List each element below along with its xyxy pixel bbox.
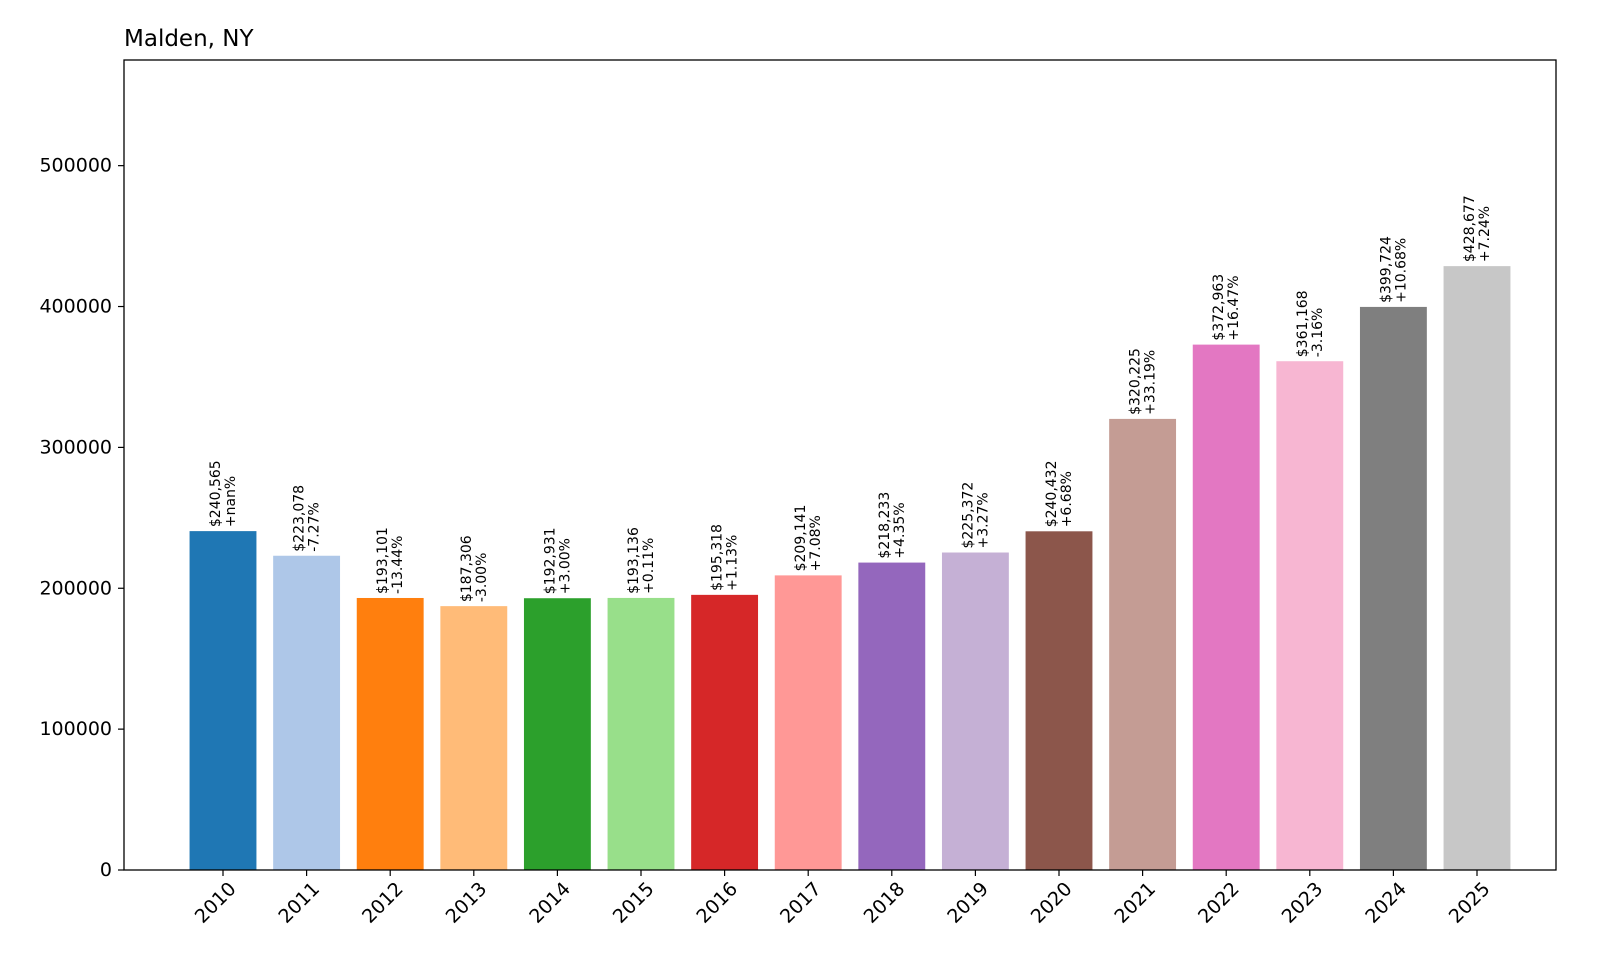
bar-label-group-2019: $225,372 +3.27% xyxy=(960,482,991,549)
change-label-2017: +7.08% xyxy=(808,515,824,571)
bar-2016 xyxy=(691,594,759,870)
bar-label-group-2024: $399,724 +10.68% xyxy=(1378,236,1409,303)
change-label-2024: +10.68% xyxy=(1393,238,1409,303)
y-tick-label-200000: 200000 xyxy=(39,577,112,599)
x-tick-label-2014: 2014 xyxy=(525,878,575,928)
bar-label-group-2017: $209,141 +7.08% xyxy=(793,505,824,572)
bar-label-group-2015: $193,136 +0.11% xyxy=(626,527,657,594)
value-label-2012: $193,101 xyxy=(375,527,391,594)
bar-label-group-2010: $240,565 +nan% xyxy=(208,460,239,527)
bar-2024 xyxy=(1359,306,1427,870)
x-tick-label-2023: 2023 xyxy=(1278,878,1328,928)
plot-frame xyxy=(123,59,1557,871)
change-label-2018: +4.35% xyxy=(892,502,908,558)
x-axis: 2010 2011 2012 2013 2014 2015 2016 2017 2018 2019… xyxy=(191,870,1495,928)
bar-label-group-2014: $192,931 +3.00% xyxy=(542,527,573,594)
value-label-2023: $361,168 xyxy=(1295,290,1311,357)
y-tick-label-0: 0 xyxy=(100,859,112,881)
change-label-2020: +6.68% xyxy=(1059,471,1075,527)
bars-layer xyxy=(189,266,1511,870)
bar-label-group-2013: $187,306 -3.00% xyxy=(459,535,490,602)
bar-2011 xyxy=(273,555,341,870)
x-tick-label-2020: 2020 xyxy=(1027,878,1077,928)
value-label-2020: $240,432 xyxy=(1044,460,1060,527)
bar-2019 xyxy=(941,552,1009,870)
value-label-2018: $218,233 xyxy=(877,492,893,559)
y-tick-label-100000: 100000 xyxy=(39,718,112,740)
bar-label-group-2011: $223,078 -7.27% xyxy=(292,485,323,552)
change-label-2013: -3.00% xyxy=(474,553,490,603)
x-tick-label-2015: 2015 xyxy=(609,878,659,928)
x-tick-label-2011: 2011 xyxy=(274,878,324,928)
bar-labels-layer: $240,565 +nan% $223,078 -7.27% $193,101 -13.4… xyxy=(208,195,1493,602)
value-label-2015: $193,136 xyxy=(626,527,642,594)
value-label-2017: $209,141 xyxy=(793,505,809,572)
change-label-2025: +7.24% xyxy=(1477,206,1493,262)
bar-label-group-2016: $195,318 +1.13% xyxy=(710,524,741,591)
change-label-2015: +0.11% xyxy=(641,538,657,594)
chart-title: Malden, NY xyxy=(124,26,254,52)
bar-label-group-2021: $320,225 +33.19% xyxy=(1128,348,1159,415)
bar-label-group-2022: $372,963 +16.47% xyxy=(1211,274,1242,341)
change-label-2011: -7.27% xyxy=(307,502,323,552)
bar-2013 xyxy=(440,606,508,870)
y-tick-label-500000: 500000 xyxy=(39,155,112,177)
bar-2012 xyxy=(356,597,424,870)
bar-2014 xyxy=(523,598,591,870)
y-axis: 0 100000 200000 300000 400000 500000 xyxy=(39,155,124,881)
bar-2015 xyxy=(607,597,675,870)
change-label-2016: +1.13% xyxy=(725,535,741,591)
value-label-2025: $428,677 xyxy=(1462,195,1478,262)
bar-2021 xyxy=(1109,418,1177,870)
x-tick-label-2019: 2019 xyxy=(943,878,993,928)
x-tick-label-2012: 2012 xyxy=(358,878,408,928)
change-label-2019: +3.27% xyxy=(975,492,991,548)
bar-label-group-2023: $361,168 -3.16% xyxy=(1295,290,1326,357)
x-tick-label-2018: 2018 xyxy=(860,878,910,928)
change-label-2012: -13.44% xyxy=(390,536,406,594)
bar-2020 xyxy=(1025,531,1093,870)
bar-label-group-2025: $428,677 +7.24% xyxy=(1462,195,1493,262)
value-label-2019: $225,372 xyxy=(960,482,976,549)
bar-label-group-2020: $240,432 +6.68% xyxy=(1044,460,1075,527)
x-tick-label-2021: 2021 xyxy=(1110,878,1160,928)
x-tick-label-2022: 2022 xyxy=(1194,878,1244,928)
change-label-2022: +16.47% xyxy=(1226,275,1242,340)
x-tick-label-2010: 2010 xyxy=(191,878,241,928)
bar-2025 xyxy=(1443,266,1511,870)
change-label-2010: +nan% xyxy=(223,476,239,527)
y-tick-label-300000: 300000 xyxy=(39,436,112,458)
y-tick-label-400000: 400000 xyxy=(39,296,112,318)
value-label-2021: $320,225 xyxy=(1128,348,1144,415)
value-label-2013: $187,306 xyxy=(459,535,475,602)
value-label-2024: $399,724 xyxy=(1378,236,1394,303)
bar-label-group-2012: $193,101 -13.44% xyxy=(375,527,406,594)
bar-2023 xyxy=(1276,361,1344,870)
x-tick-label-2024: 2024 xyxy=(1361,878,1411,928)
value-label-2011: $223,078 xyxy=(292,485,308,552)
value-label-2022: $372,963 xyxy=(1211,274,1227,341)
change-label-2014: +3.00% xyxy=(557,538,573,594)
x-tick-label-2013: 2013 xyxy=(442,878,492,928)
value-label-2014: $192,931 xyxy=(542,527,558,594)
bar-label-group-2018: $218,233 +4.35% xyxy=(877,492,908,559)
x-tick-label-2016: 2016 xyxy=(692,878,742,928)
value-label-2010: $240,565 xyxy=(208,460,224,527)
bar-2017 xyxy=(774,575,842,870)
bar-2022 xyxy=(1192,344,1260,870)
x-tick-label-2025: 2025 xyxy=(1445,878,1495,928)
value-label-2016: $195,318 xyxy=(710,524,726,591)
bar-2018 xyxy=(858,562,926,870)
change-label-2021: +33.19% xyxy=(1143,350,1159,415)
x-tick-label-2017: 2017 xyxy=(776,878,826,928)
change-label-2023: -3.16% xyxy=(1310,308,1326,358)
bar-2010 xyxy=(189,531,257,870)
